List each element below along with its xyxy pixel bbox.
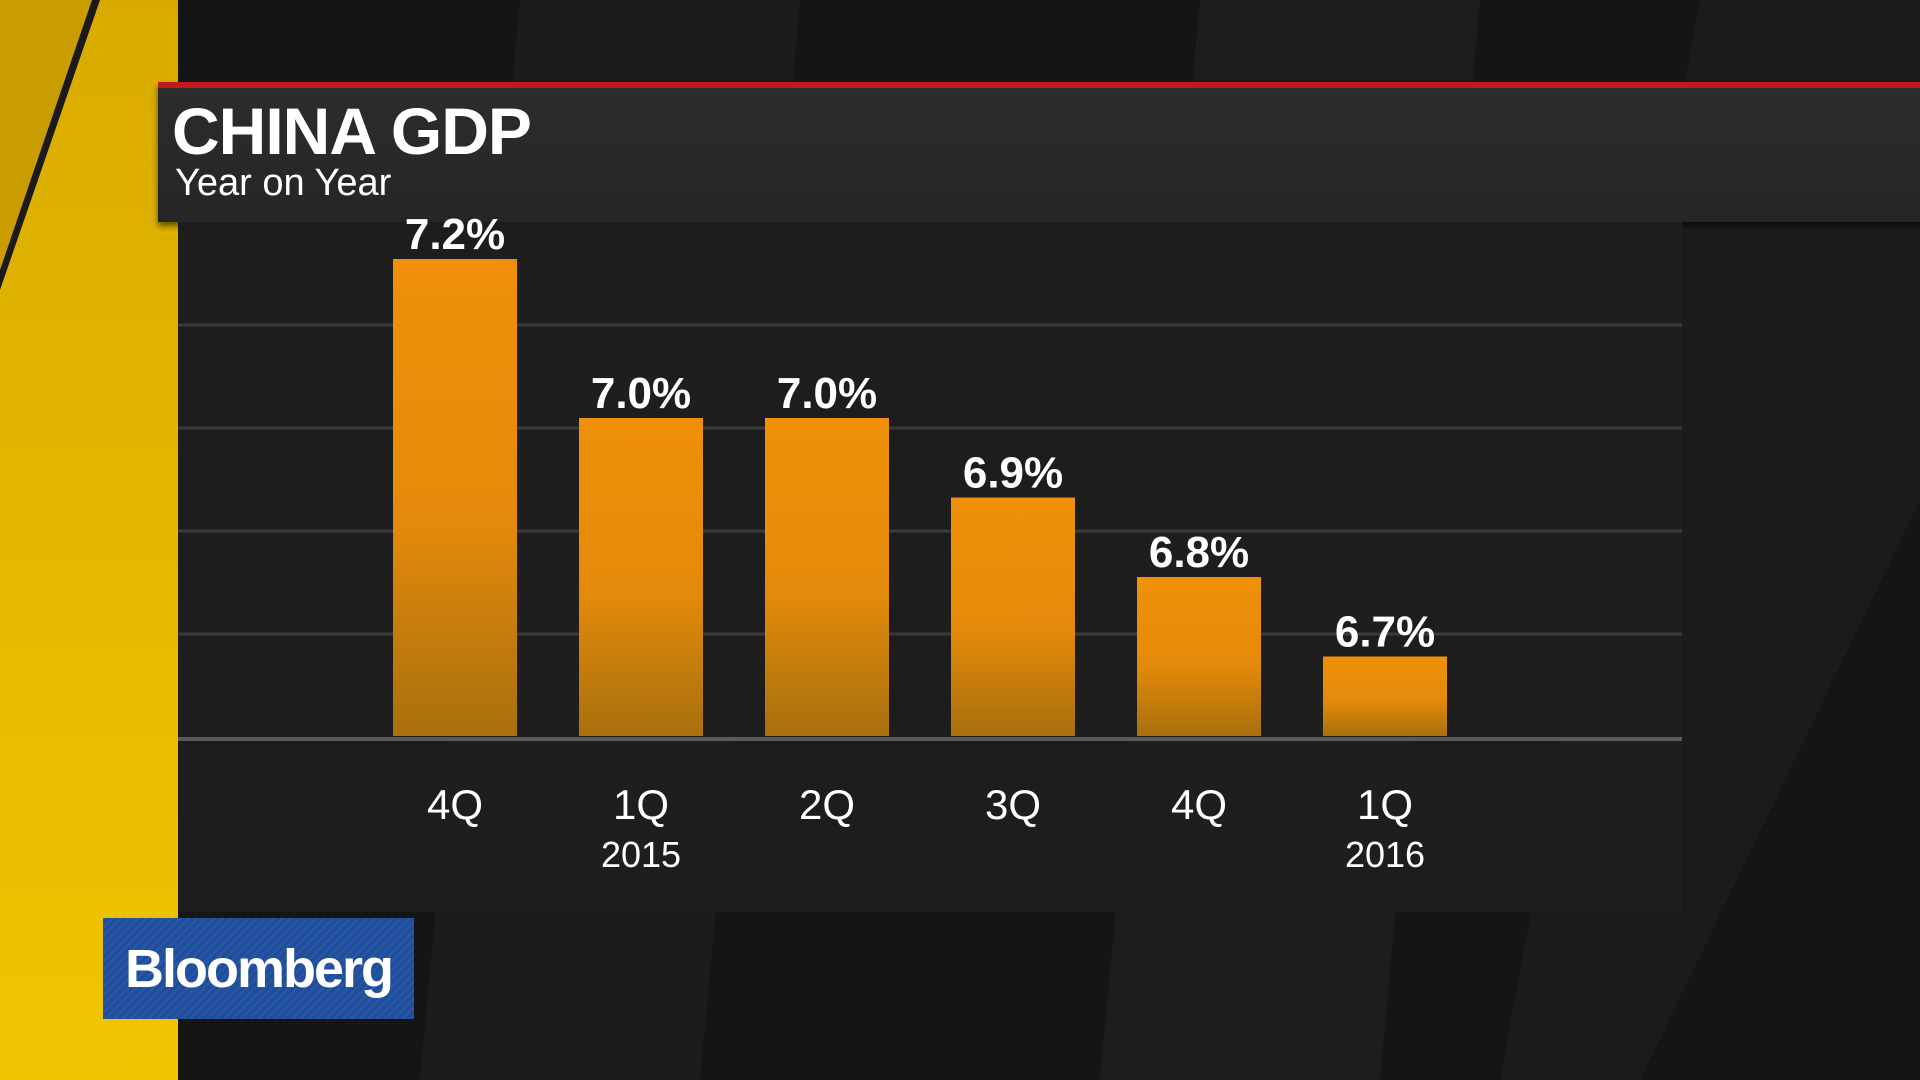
- data-label: 7.2%: [405, 210, 505, 259]
- x-tick-label: 4Q: [1171, 781, 1227, 828]
- bar: [393, 259, 517, 736]
- x-tick-label: 2Q: [799, 781, 855, 828]
- bar: [579, 418, 703, 736]
- data-label: 6.8%: [1149, 528, 1249, 577]
- x-tick-label: 4Q: [427, 781, 483, 828]
- x-tick-label: 1Q: [1357, 781, 1413, 828]
- title-bar: [158, 82, 1920, 222]
- data-label: 7.0%: [777, 369, 877, 418]
- year-label: 2016: [1345, 834, 1425, 875]
- year-label: 2015: [601, 834, 681, 875]
- data-label: 7.0%: [591, 369, 691, 418]
- chart-title: CHINA GDP: [172, 94, 532, 168]
- x-tick-label: 3Q: [985, 781, 1041, 828]
- bar: [1137, 577, 1261, 736]
- data-label: 6.7%: [1335, 608, 1435, 657]
- chart-subtitle: Year on Year: [175, 162, 392, 204]
- data-label: 6.9%: [963, 449, 1063, 498]
- bar: [1323, 656, 1447, 736]
- bloomberg-logo: Bloomberg: [103, 918, 414, 1019]
- bar: [765, 418, 889, 736]
- x-tick-label: 1Q: [613, 781, 669, 828]
- logo-text: Bloomberg: [124, 938, 394, 999]
- bar: [951, 497, 1075, 736]
